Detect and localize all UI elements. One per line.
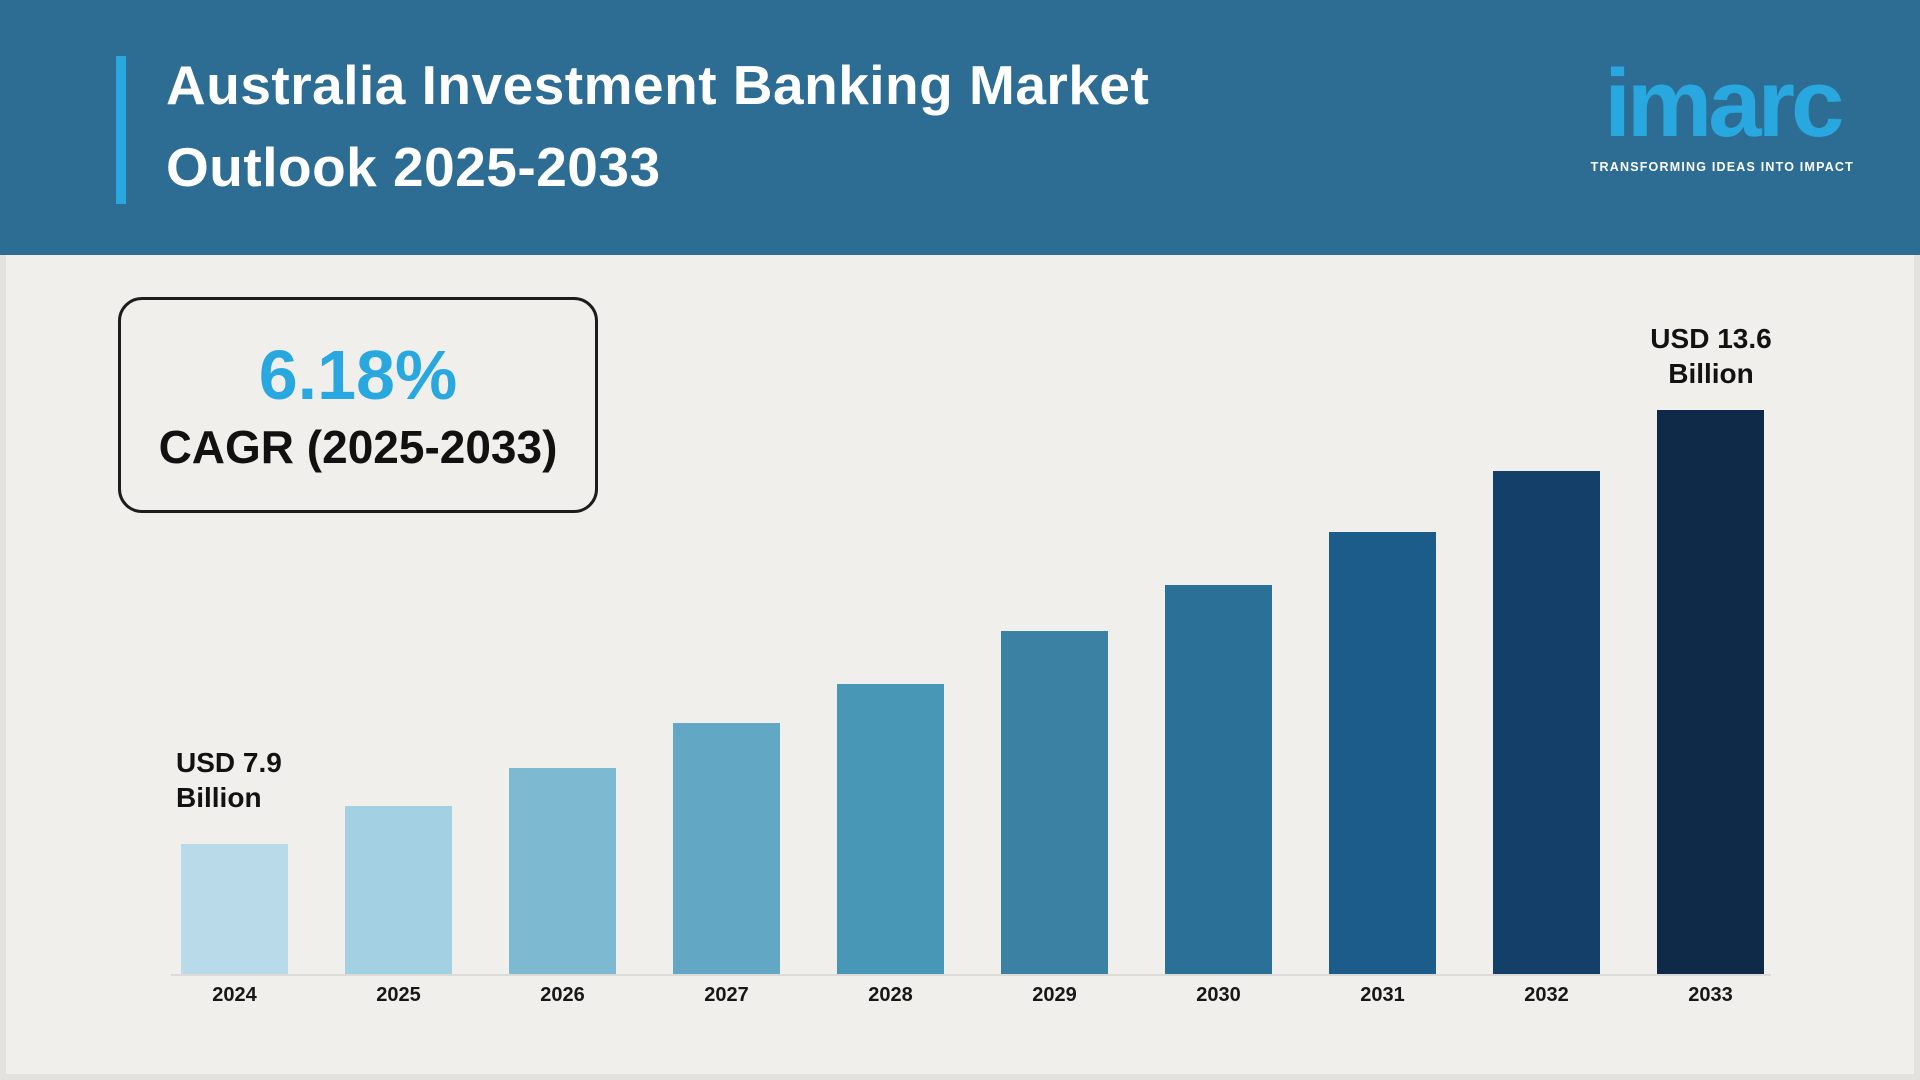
page-title: Australia Investment Banking Market Outl…	[166, 44, 1149, 208]
last-bar-value-label: USD 13.6 Billion	[1650, 323, 1772, 389]
bar-2033	[1657, 410, 1764, 974]
x-axis-label-2029: 2029	[1032, 984, 1077, 1006]
bar-column-2033: 2033	[1657, 334, 1764, 1006]
bar-2027	[673, 723, 780, 974]
bar-column-2026: 2026	[509, 334, 616, 1006]
first-bar-value-label: USD 7.9 Billion	[176, 747, 282, 813]
x-axis-label-2027: 2027	[704, 984, 749, 1006]
page-title-line-2: Outlook 2025-2033	[166, 136, 661, 198]
imarc-logo-text: imarc	[1604, 50, 1844, 157]
chart-area: 6.18% CAGR (2025-2033) USD 7.9 Billion U…	[0, 255, 1920, 1080]
x-axis-label-2033: 2033	[1688, 984, 1733, 1006]
bar-column-2027: 2027	[673, 334, 780, 1006]
x-axis-label-2024: 2024	[212, 984, 257, 1006]
header-banner: Australia Investment Banking Market Outl…	[0, 0, 1920, 255]
cagr-box: 6.18% CAGR (2025-2033)	[118, 297, 598, 513]
bar-column-2031: 2031	[1329, 334, 1436, 1006]
bar-2026	[509, 768, 616, 974]
bar-column-2025: 2025	[345, 334, 452, 1006]
imarc-logo: imarc TRANSFORMING IDEAS INTO IMPACT	[1590, 50, 1854, 175]
x-axis-label-2030: 2030	[1196, 984, 1241, 1006]
title-accent-bar	[116, 56, 126, 204]
bar-column-2030: 2030	[1165, 334, 1272, 1006]
bar-column-2029: 2029	[1001, 334, 1108, 1006]
x-axis-label-2032: 2032	[1524, 984, 1569, 1006]
bar-column-2032: 2032	[1493, 334, 1600, 1006]
bar-column-2028: 2028	[837, 334, 944, 1006]
bar-2030	[1165, 585, 1272, 974]
cagr-label: CAGR (2025-2033)	[158, 421, 558, 473]
page-title-line-1: Australia Investment Banking Market	[166, 54, 1150, 116]
x-axis-label-2026: 2026	[540, 984, 585, 1006]
x-axis-label-2031: 2031	[1360, 984, 1405, 1006]
imarc-logo-tagline: TRANSFORMING IDEAS INTO IMPACT	[1590, 160, 1854, 174]
bar-2024	[181, 844, 288, 974]
bar-chart: 2024 2025 2026 2027 2028 2029 2030 2031 2032 2033	[181, 334, 1764, 1006]
bar-2028	[837, 684, 944, 974]
bar-2031	[1329, 532, 1436, 974]
x-axis-label-2028: 2028	[868, 984, 913, 1006]
bar-2029	[1001, 631, 1108, 974]
cagr-value: 6.18%	[258, 336, 458, 414]
x-axis-line	[171, 974, 1771, 976]
bar-2032	[1493, 471, 1600, 974]
x-axis-label-2025: 2025	[376, 984, 421, 1006]
bar-column-2024: 2024	[181, 334, 288, 1006]
bar-2025	[345, 806, 452, 974]
